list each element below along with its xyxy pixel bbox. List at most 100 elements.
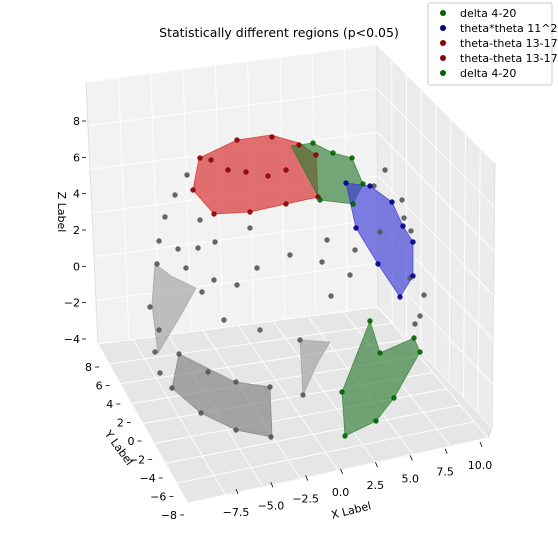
green-point: [373, 418, 379, 424]
x-tick-label: 10.0: [468, 459, 493, 472]
x-tick-label: 2.5: [367, 479, 385, 492]
gray-point: [176, 351, 182, 357]
gray-point: [257, 327, 263, 333]
red-point: [190, 187, 196, 193]
gray-point: [399, 197, 405, 203]
vertical-grid-line: [434, 103, 437, 368]
blue-point: [343, 180, 349, 186]
y-tick-label: 2: [117, 417, 124, 430]
gray-point: [328, 293, 334, 299]
gray-point: [300, 392, 306, 398]
red-point: [197, 155, 203, 161]
x-tick: [409, 455, 413, 461]
gray-point: [233, 427, 239, 433]
green-point: [367, 318, 373, 324]
x-tick-label: −5.0: [257, 499, 284, 512]
blue-point: [375, 261, 381, 267]
y-tick-label: −6: [150, 491, 166, 504]
gray-point: [199, 289, 205, 295]
region-gray-left: [151, 263, 197, 355]
z-tick-label: 6: [73, 151, 80, 164]
gray-point: [221, 317, 227, 323]
x-tick: [444, 448, 448, 454]
red-point: [211, 211, 217, 217]
gray-point: [297, 337, 303, 343]
surface-regions: [151, 134, 421, 438]
grid-lines: [85, 44, 496, 504]
red-point: [283, 201, 289, 207]
gray-point: [169, 385, 175, 391]
floor-grid-line: [272, 320, 376, 463]
vertical-grid-line: [448, 118, 452, 383]
green-point: [339, 389, 345, 395]
gray-point: [254, 265, 260, 271]
x-axis-label: X Label: [330, 499, 373, 521]
legend-label: theta-theta 13-17: [460, 37, 558, 50]
red-point: [265, 173, 271, 179]
x-tick: [270, 482, 274, 488]
gray-point: [408, 228, 414, 234]
gray-point: [175, 246, 181, 252]
green-point: [417, 349, 423, 355]
x-tick: [340, 468, 343, 475]
legend: delta 4-20 theta*theta 11^2 theta-theta 13…: [427, 2, 558, 86]
legend-box: [427, 2, 553, 86]
axis-panes: [85, 43, 496, 504]
red-point: [234, 137, 240, 143]
legend-label: theta-theta 13-17: [460, 52, 558, 65]
blue-point: [400, 223, 406, 229]
gray-point: [205, 369, 211, 375]
blue-point: [397, 294, 403, 300]
region-gray-right: [299, 339, 331, 396]
legend-marker: [440, 10, 446, 16]
green-point: [317, 197, 323, 203]
z-tick-label: 8: [73, 115, 80, 128]
gray-point: [195, 245, 201, 251]
red-point: [313, 152, 319, 158]
green-point: [350, 201, 356, 207]
legend-marker: [440, 25, 446, 31]
gray-point: [156, 238, 162, 244]
y-tick-label: 4: [106, 398, 113, 411]
x-tick: [235, 488, 239, 495]
y-tick-label: −2: [129, 454, 145, 467]
blue-point: [353, 225, 359, 231]
gray-point: [233, 379, 239, 385]
gray-point: [211, 277, 217, 283]
x-tick: [375, 461, 378, 468]
y-tick-label: 6: [96, 380, 103, 393]
gray-point: [412, 321, 418, 327]
region-theta-theta-11-2: [345, 182, 414, 298]
green-point: [391, 395, 397, 401]
gray-point: [421, 292, 427, 298]
gray-point: [268, 434, 274, 440]
z-tick-label: 4: [73, 188, 80, 201]
gray-point: [371, 183, 377, 189]
legend-label: theta*theta 11^2: [460, 22, 557, 35]
blue-point: [410, 273, 416, 279]
gray-point: [267, 384, 273, 390]
y-tick-label: 0: [128, 435, 135, 448]
gray-point: [183, 265, 189, 271]
gray-point: [234, 282, 240, 288]
z-tick-label: −4: [64, 333, 80, 346]
vertical-grid-line: [420, 89, 422, 353]
chart-title: Statistically different regions (p<0.05): [159, 25, 399, 40]
region-delta-4-20-upper-: [290, 142, 364, 205]
green-point: [342, 433, 348, 439]
gray-point: [147, 304, 153, 310]
floor-grid-line: [377, 306, 489, 439]
red-point: [247, 209, 253, 215]
red-point: [225, 167, 231, 173]
gray-point: [377, 229, 383, 235]
data-points: [147, 134, 427, 440]
blue-point: [389, 199, 395, 205]
x-tick-label: 7.5: [436, 466, 454, 479]
legend-marker: [440, 55, 446, 61]
x-tick-label: −7.5: [223, 506, 250, 519]
floor-grid-line: [237, 325, 339, 471]
x-tick-label: −2.5: [292, 493, 319, 506]
gray-point: [184, 172, 190, 178]
gray-point: [197, 217, 203, 223]
